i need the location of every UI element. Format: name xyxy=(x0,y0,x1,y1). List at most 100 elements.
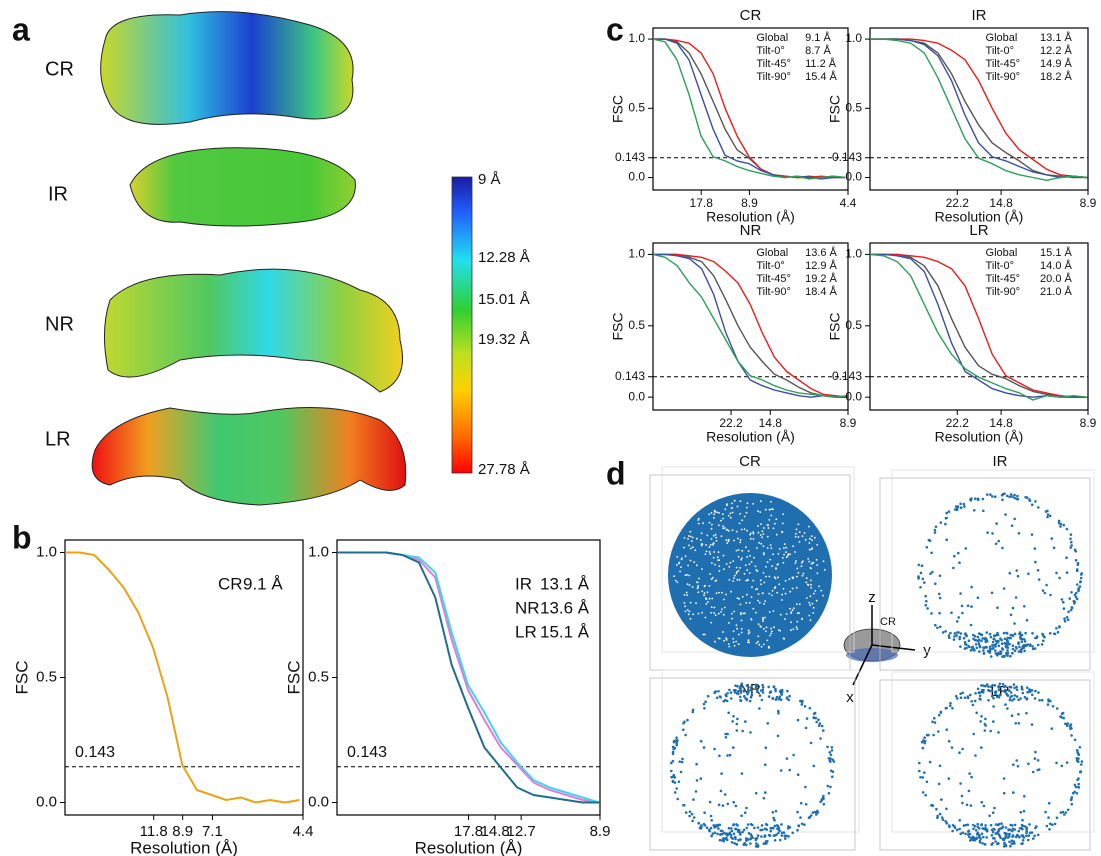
sphere-point xyxy=(938,812,942,816)
x-tick-label: 8.9 xyxy=(741,196,758,210)
sphere-point xyxy=(1076,751,1079,754)
x-axis-label: Resolution (Å) xyxy=(706,429,795,445)
sphere-gap xyxy=(757,635,760,638)
sphere-point xyxy=(972,633,975,637)
panel-label: c xyxy=(606,11,624,47)
sphere-point xyxy=(939,710,943,714)
sphere-point xyxy=(1009,691,1013,694)
y-tick-label: 1.0 xyxy=(36,543,57,560)
sphere-gap xyxy=(779,613,782,616)
fsc-curve xyxy=(653,253,848,398)
sphere-point xyxy=(936,626,939,630)
sphere-gap xyxy=(790,621,792,624)
sphere-point xyxy=(1004,834,1008,837)
sphere-point xyxy=(962,502,966,506)
sphere-gap xyxy=(722,513,724,516)
sphere-point xyxy=(773,818,776,822)
sphere-point xyxy=(710,834,713,838)
sphere-point xyxy=(684,811,688,814)
sphere-gap xyxy=(732,560,735,562)
sphere-gap xyxy=(738,579,741,581)
sphere-point xyxy=(691,819,694,823)
sphere-point xyxy=(1008,642,1011,646)
sphere-point xyxy=(930,612,933,615)
sphere-point xyxy=(1028,831,1032,834)
sphere-point xyxy=(958,637,961,641)
fsc-curve xyxy=(869,253,1088,401)
sphere-point xyxy=(1002,777,1006,780)
sphere-point xyxy=(944,522,947,526)
sphere-gap xyxy=(791,609,794,612)
sphere-gap xyxy=(755,642,758,644)
sphere-gap xyxy=(726,503,728,505)
sphere-point xyxy=(1033,547,1037,550)
sphere-gap xyxy=(720,611,723,613)
sphere-gap xyxy=(770,500,772,503)
sphere-gap xyxy=(729,516,732,519)
sphere-point xyxy=(945,728,948,731)
sphere-gap xyxy=(767,645,770,648)
sphere-gap xyxy=(720,535,723,538)
sphere-gap xyxy=(712,534,715,537)
legend-name: Tilt-90° xyxy=(756,286,791,298)
sphere-point xyxy=(749,686,752,689)
sphere-point xyxy=(743,843,746,846)
axis-letter: z xyxy=(868,589,876,606)
sphere-point xyxy=(1070,591,1073,594)
sphere-point xyxy=(1011,495,1014,498)
sphere-point xyxy=(935,807,938,811)
sphere-gap xyxy=(765,566,767,568)
sphere-point xyxy=(940,816,944,819)
sphere-point xyxy=(678,760,681,763)
sphere-gap xyxy=(706,591,709,594)
sphere-gap xyxy=(781,593,783,596)
sphere-gap xyxy=(703,633,706,636)
sphere-point xyxy=(1021,818,1024,822)
sphere-gap xyxy=(745,602,748,604)
sphere-gap xyxy=(795,528,798,531)
sphere-point xyxy=(1025,644,1028,648)
sphere-point xyxy=(1077,782,1080,786)
sphere-gap xyxy=(810,586,813,589)
sphere-point xyxy=(1069,533,1073,536)
sphere-gap xyxy=(770,508,773,511)
sphere-point xyxy=(1041,632,1044,636)
sphere-point xyxy=(933,716,936,720)
sphere-point xyxy=(1001,648,1005,651)
sphere-gap xyxy=(691,536,694,539)
sphere-gap xyxy=(683,602,686,604)
sphere-point xyxy=(989,493,992,496)
sphere-point xyxy=(1013,517,1016,521)
sphere-gap xyxy=(717,612,720,615)
legend-resolution: 15.1 Å xyxy=(540,622,590,641)
sphere-gap xyxy=(785,551,787,553)
sphere-gap xyxy=(800,565,803,568)
sphere-point xyxy=(985,638,988,641)
sphere-point xyxy=(990,828,994,832)
sphere-gap xyxy=(718,570,721,572)
y-axis-label: FSC xyxy=(12,661,31,695)
sphere-gap xyxy=(676,581,679,584)
sphere-gap xyxy=(706,534,709,537)
sphere-point xyxy=(977,638,981,641)
sphere-point xyxy=(808,706,812,710)
x-tick-label: 4.4 xyxy=(840,196,857,210)
sphere-point xyxy=(973,825,977,828)
sphere-gap xyxy=(794,535,797,538)
sphere-point xyxy=(999,652,1003,655)
sphere-point xyxy=(933,531,937,534)
sphere-gap xyxy=(812,561,815,564)
sphere-point xyxy=(934,623,937,627)
line-chart: 0.0 0.143 0.5 1.0 22.2 14.8 8.9 Resolution (Å) F… xyxy=(610,222,857,445)
sphere-point xyxy=(1065,616,1069,619)
sphere-box xyxy=(891,469,1095,653)
sphere-gap xyxy=(796,603,798,606)
sphere-point xyxy=(978,650,981,653)
sphere-gap xyxy=(805,581,808,584)
line-chart: 0.0 0.143 0.5 1.0 22.2 14.8 8.9 Resolution (Å) F… xyxy=(827,222,1097,445)
sphere-gap xyxy=(757,623,760,626)
sphere-point xyxy=(736,690,740,693)
sphere-gap xyxy=(747,641,749,644)
sphere-point xyxy=(962,636,966,640)
sphere-gap xyxy=(735,624,738,627)
